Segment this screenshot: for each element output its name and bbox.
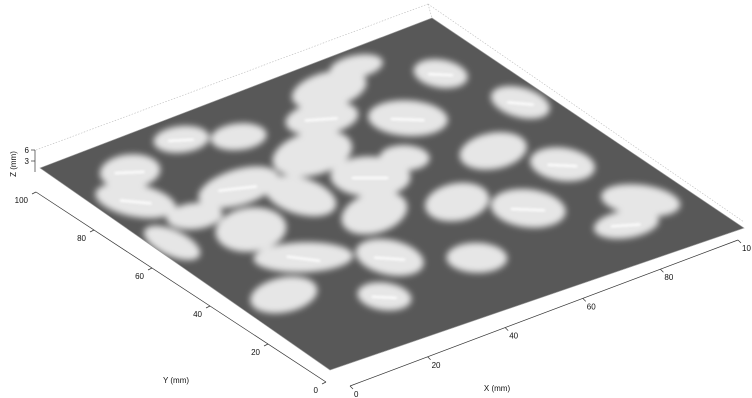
z-tick-label: 6: [25, 146, 30, 155]
surface-highlight: [547, 163, 578, 168]
surface-highlight: [114, 170, 145, 175]
surface-peak: [166, 202, 223, 230]
x-tick-label: 80: [664, 273, 673, 282]
x-tick-label: 40: [509, 332, 518, 341]
y-tick-label: 80: [77, 234, 86, 243]
surface-peak: [264, 175, 337, 217]
surface-highlight: [506, 101, 535, 106]
y-tick-label: 40: [193, 310, 202, 319]
z-tick-label: 3: [25, 157, 30, 166]
surface-outline: [39, 17, 745, 371]
x-tick-label: 60: [587, 302, 596, 311]
surface-highlight: [167, 138, 194, 142]
x-ticks: 0 20 40 60 80 10: [349, 239, 751, 398]
surface-peak: [490, 189, 566, 228]
y-tick-mark: [147, 267, 153, 271]
surface-peak: [341, 191, 408, 235]
surface-peak: [446, 242, 508, 273]
surface-peak: [250, 276, 318, 314]
y-tick-mark: [263, 343, 269, 347]
surface-highlight: [390, 117, 425, 122]
y-axis-line: [35, 191, 327, 383]
surface-peak: [215, 207, 287, 252]
y-axis-label: Y (mm): [163, 376, 189, 385]
surface-highlight: [427, 72, 454, 77]
surface-highlight: [304, 117, 338, 122]
surface-peak: [329, 54, 383, 79]
x-tick-label: 0: [354, 390, 359, 398]
z-axis-label: Z (mm): [9, 151, 18, 177]
surface: [40, 18, 744, 370]
surface-peak: [368, 100, 448, 137]
y-tick-mark: [321, 381, 327, 385]
surface-highlight: [286, 255, 321, 262]
surface-highlight: [119, 199, 152, 205]
x-tick-mark: [737, 239, 742, 244]
surface-peak: [210, 123, 267, 151]
surface-peak: [272, 130, 353, 177]
surface-peak: [425, 182, 490, 222]
y-tick-label: 20: [251, 348, 260, 357]
surface-peak: [253, 242, 354, 273]
surface-peak: [601, 184, 681, 217]
y-tick-label: 0: [314, 386, 319, 395]
surface-peak: [379, 145, 430, 171]
x-axis-line: [349, 239, 739, 387]
high-regions: [95, 54, 681, 314]
z-ticks: 63: [25, 146, 35, 166]
x-tick-mark: [427, 356, 431, 361]
surface-peak: [285, 101, 359, 136]
surface-peak: [459, 132, 527, 170]
y-ticks: 0 20 40 60 80 100: [15, 191, 327, 395]
y-tick-mark: [205, 305, 211, 309]
surface-peak: [530, 147, 595, 182]
x-axis-label: X (mm): [484, 384, 511, 393]
x-tick-mark: [349, 385, 354, 390]
surface-peak: [355, 238, 424, 276]
x-tick-mark: [660, 268, 664, 273]
surface-highlight: [374, 256, 406, 261]
surface-highlight: [218, 185, 257, 192]
surface-peak: [291, 70, 367, 110]
y-tick-label: 60: [135, 272, 144, 281]
surface-peak: [95, 182, 176, 219]
x-tick-label: 20: [432, 361, 441, 370]
y-tick-label: 100: [15, 196, 29, 205]
x-tick-mark: [582, 298, 587, 302]
surface-peak: [99, 154, 161, 189]
surface-highlight: [510, 207, 546, 212]
x-tick-mark: [504, 327, 509, 331]
bounding-box: [35, 3, 745, 223]
y-tick-mark: [89, 229, 95, 233]
surface-highlight: [610, 223, 641, 228]
specular-highlights: [114, 72, 641, 299]
x-tick-label: 10: [742, 244, 751, 253]
surface-highlight: [371, 295, 397, 299]
surface-peak: [143, 225, 201, 260]
y-tick-mark: [31, 191, 37, 195]
surface-peak: [198, 166, 279, 209]
